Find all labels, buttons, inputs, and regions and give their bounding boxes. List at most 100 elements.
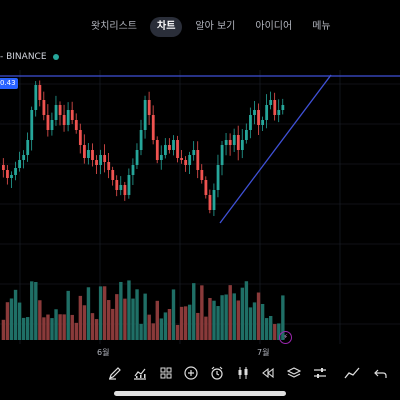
candle-body [103, 155, 107, 162]
volume-bar [179, 306, 184, 340]
candle-body [46, 115, 50, 130]
volume-bar [30, 281, 34, 340]
candle-body [273, 100, 277, 115]
candle-body [70, 110, 74, 120]
candle-body [151, 115, 155, 140]
volume-bar [212, 300, 216, 340]
market-status-dot [52, 54, 59, 60]
volume-bar [135, 289, 139, 340]
volume-bar [131, 298, 135, 340]
trend-icon[interactable] [341, 362, 363, 384]
add-icon[interactable] [180, 362, 202, 384]
volume-bar [175, 324, 180, 340]
trend-line-drawing[interactable] [219, 74, 332, 224]
volume-bar [244, 281, 249, 340]
candle-body [87, 150, 90, 158]
candle-body [54, 105, 58, 120]
candle-body [91, 150, 94, 160]
volume-bar [171, 289, 176, 340]
candle-body [22, 155, 26, 160]
candle-body [66, 110, 70, 125]
volume-bar [183, 306, 188, 340]
candle-body [200, 170, 204, 180]
candle-body [115, 180, 119, 190]
candle-body [216, 165, 220, 190]
volume-bar [74, 322, 78, 340]
symbol-header[interactable]: - BINANCE [0, 51, 59, 63]
tab-menu[interactable]: 메뉴 [312, 21, 331, 32]
candlesticks [2, 80, 285, 217]
candle-body [58, 105, 62, 115]
volume-bar [70, 314, 74, 340]
volume-bar [151, 323, 155, 340]
candle-body [38, 85, 42, 100]
volume-bar [256, 292, 261, 340]
candle-body [188, 155, 192, 165]
volume-bar [58, 314, 62, 340]
volume-bar [62, 314, 66, 340]
volume-bar [167, 308, 172, 340]
volume-bar [260, 303, 265, 340]
volume-bar [42, 317, 46, 340]
candle-body [26, 140, 30, 155]
settings-sliders-icon[interactable] [309, 362, 331, 384]
volume-bar [139, 323, 143, 340]
volume-bar [143, 293, 147, 340]
layers-icon[interactable] [283, 362, 305, 384]
volume-bar [5, 302, 10, 340]
candle-body [155, 140, 159, 160]
alarm-icon[interactable] [206, 362, 228, 384]
candle-body [42, 100, 46, 115]
tab-explore[interactable]: 알아 보기 [195, 21, 236, 32]
volume-bar [159, 318, 164, 340]
candle-body [123, 185, 127, 195]
volume-bar [192, 283, 196, 340]
candle-body [135, 150, 139, 165]
volume-bar [1, 319, 6, 340]
x-axis-label-june: 6월 [97, 348, 110, 357]
tab-watchlist[interactable]: 왓치리스트 [91, 21, 137, 32]
candle-body [180, 158, 183, 160]
candle-body [236, 135, 240, 150]
volume-bar [54, 309, 58, 340]
volume-bar [264, 318, 269, 340]
home-indicator [114, 391, 286, 396]
volume-bar [119, 281, 123, 340]
chart-type-icon[interactable] [129, 362, 151, 384]
volume-bar [78, 295, 83, 340]
pencil-icon[interactable] [104, 362, 126, 384]
volume-bar [66, 290, 70, 340]
candle-body [240, 140, 244, 150]
candle-body [196, 150, 200, 170]
volume-bar [86, 287, 91, 340]
top-navigation: 왓치리스트 차트 알아 보기 아이디어 메뉴 [0, 0, 400, 50]
candle-body [281, 105, 285, 110]
candle-body [139, 130, 143, 150]
candle-body [30, 110, 34, 140]
candle-body [176, 140, 179, 158]
candle-body [249, 115, 252, 130]
bolt-icon[interactable]: ⚡ [279, 331, 292, 344]
tab-chart[interactable]: 차트 [150, 17, 183, 37]
volume-bar [98, 286, 103, 340]
volume-bar [94, 319, 99, 340]
price-chart[interactable] [0, 70, 400, 344]
candle-body [107, 162, 111, 170]
candle-body [131, 165, 135, 175]
undo-icon[interactable] [370, 362, 392, 384]
candle-body [277, 110, 281, 115]
candle-body [192, 150, 196, 155]
volume-bar [248, 307, 253, 340]
candles-icon[interactable] [232, 362, 254, 384]
volume-bar [196, 312, 200, 340]
volume-bar [188, 304, 192, 340]
candle-body [119, 185, 123, 190]
volume-bar [127, 280, 131, 340]
replay-icon[interactable] [257, 362, 279, 384]
candle-body [143, 100, 147, 130]
drawing-toolbar [0, 358, 400, 388]
tab-ideas[interactable]: 아이디어 [255, 21, 293, 32]
indicators-icon[interactable] [155, 362, 177, 384]
price-scale-tag: 0.43 [0, 78, 18, 89]
volume-bar [50, 318, 54, 340]
